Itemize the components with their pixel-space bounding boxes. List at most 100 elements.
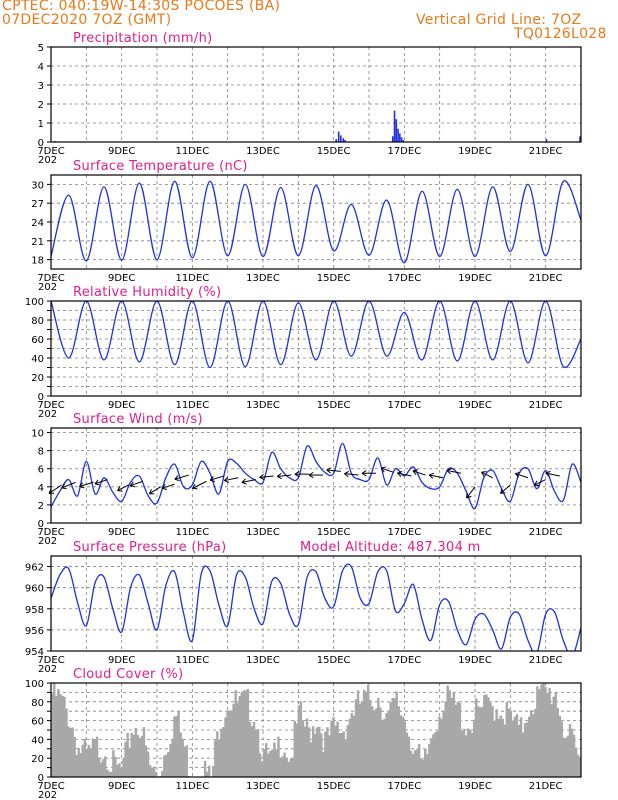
x-tick-label: 17DEC xyxy=(387,655,421,666)
x-tick-year-cut: 202 xyxy=(38,155,57,166)
cloud-column xyxy=(57,689,60,777)
x-tick-label: 19DEC xyxy=(458,146,492,157)
cloud-column xyxy=(513,716,517,777)
cloud-column xyxy=(140,736,144,777)
cloud-column xyxy=(477,706,480,777)
cloud-column xyxy=(207,765,211,777)
cloud-column xyxy=(576,754,580,777)
cloud-column xyxy=(409,750,413,777)
cloud-column xyxy=(205,771,209,777)
cloud-column xyxy=(230,710,233,777)
cloud-column xyxy=(183,746,186,777)
cloud-column xyxy=(89,748,93,777)
wind-arrow-head xyxy=(466,492,472,499)
cloud-column xyxy=(273,742,276,777)
x-tick-label: 7DEC xyxy=(37,273,64,284)
cloud-column xyxy=(544,687,547,777)
cloud-column xyxy=(538,689,541,777)
cloud-column xyxy=(462,728,466,777)
cloud-column xyxy=(216,731,219,777)
x-tick-label: 21DEC xyxy=(529,273,563,284)
series-line xyxy=(51,301,581,369)
wind-arrow xyxy=(61,481,76,489)
cloud-column xyxy=(389,702,392,777)
cloud-column xyxy=(114,756,117,777)
wind-arrow xyxy=(192,480,207,489)
cloud-column xyxy=(144,745,148,777)
cloud-column xyxy=(442,711,445,777)
cloud-column xyxy=(481,706,484,777)
cloud-column xyxy=(554,692,557,777)
cloud-column xyxy=(277,736,280,777)
wind-arrow-head xyxy=(129,481,136,488)
y-tick-label: 1 xyxy=(38,119,44,130)
cloud-column xyxy=(61,695,64,777)
cloud-column xyxy=(246,688,250,777)
cloud-column xyxy=(534,709,537,777)
cloud-column xyxy=(456,701,460,777)
cloud-column xyxy=(505,702,509,777)
header-station: CPTEC: 040:19W-14:30S POCOES (BA) xyxy=(2,0,281,14)
wind-arrow-head xyxy=(308,471,314,479)
cloud-column xyxy=(112,750,115,777)
x-tick-label: 9DEC xyxy=(108,146,135,157)
wind-arrow xyxy=(224,477,239,482)
cloud-column xyxy=(528,716,531,777)
cloud-column xyxy=(499,715,502,777)
cloud-column xyxy=(426,753,429,777)
cloud-column xyxy=(55,695,58,777)
wind-arrow xyxy=(412,470,426,476)
x-tick-label: 11DEC xyxy=(175,273,209,284)
cloud-column xyxy=(458,703,462,777)
x-tick-label: 11DEC xyxy=(175,655,209,666)
cloud-column xyxy=(53,683,56,777)
cloud-column xyxy=(287,761,290,777)
x-tick-label: 9DEC xyxy=(108,273,135,284)
cloud-column xyxy=(334,725,337,777)
precip-bar xyxy=(399,133,401,142)
y-tick-label: 21 xyxy=(31,237,44,248)
precip-bar xyxy=(335,139,338,142)
precip-bar xyxy=(579,136,581,142)
cloud-column xyxy=(395,691,398,777)
panel-frame xyxy=(50,427,582,524)
wind-arrow xyxy=(79,481,94,487)
panel-4 xyxy=(47,427,582,524)
cloud-column xyxy=(385,713,388,777)
cloud-column xyxy=(444,701,447,777)
cloud-column xyxy=(436,731,439,777)
wind-arrow xyxy=(277,474,292,477)
cloud-column xyxy=(570,728,574,777)
cloud-column xyxy=(83,738,87,777)
x-tick-label: 13DEC xyxy=(246,655,280,666)
cloud-column xyxy=(472,719,476,777)
x-tick-label: 15DEC xyxy=(317,781,351,792)
cloud-column xyxy=(407,736,411,777)
cloud-column xyxy=(293,720,297,777)
cloud-column xyxy=(152,766,156,777)
wind-arrow xyxy=(117,484,129,492)
cloud-column xyxy=(185,745,188,777)
x-tick-label: 11DEC xyxy=(175,527,209,538)
precip-bar xyxy=(344,140,346,142)
panel-5 xyxy=(47,555,582,652)
x-tick-label: 17DEC xyxy=(387,146,421,157)
cloud-column xyxy=(483,695,486,777)
x-tick-label: 15DEC xyxy=(317,273,351,284)
cloud-column xyxy=(540,684,543,777)
y-tick-label: 956 xyxy=(25,626,44,637)
cloud-column xyxy=(566,735,570,777)
cloud-column xyxy=(568,723,572,777)
precip-bar xyxy=(395,119,398,142)
cloud-column xyxy=(91,738,95,777)
wind-arrow xyxy=(209,475,225,481)
cloud-column xyxy=(203,760,207,777)
panel-title: Precipitation (mm/h) xyxy=(73,31,212,46)
x-tick-label: 9DEC xyxy=(108,400,135,411)
x-tick-label: 15DEC xyxy=(317,146,351,157)
series-line xyxy=(51,563,581,651)
cloud-column xyxy=(97,757,101,777)
panel-3 xyxy=(47,300,582,397)
cloud-column xyxy=(342,731,345,777)
cloud-column xyxy=(275,749,278,777)
